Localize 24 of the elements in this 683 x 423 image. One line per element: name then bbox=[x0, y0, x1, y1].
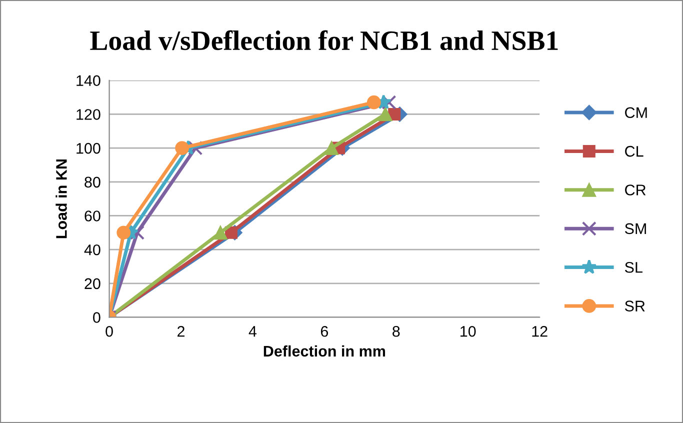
x-tick-label: 6 bbox=[320, 326, 328, 337]
legend-label: SM bbox=[624, 223, 646, 234]
chart-title: Load v/sDeflection for NCB1 and NSB1 bbox=[90, 30, 558, 50]
legend-label: SL bbox=[624, 262, 642, 273]
legend-label: SR bbox=[624, 300, 645, 312]
y-tick-label: 100 bbox=[76, 142, 100, 154]
x-tick-label: 0 bbox=[106, 326, 113, 337]
y-tick-label: 120 bbox=[76, 109, 100, 120]
legend-label: CR bbox=[625, 184, 646, 196]
y-tick-label: 20 bbox=[84, 278, 100, 290]
y-tick-label: 40 bbox=[84, 244, 100, 256]
y-tick-label: 60 bbox=[84, 210, 100, 222]
x-axis-title: Deflection in mm bbox=[264, 345, 386, 357]
y-axis-title: Load in KN bbox=[56, 160, 67, 238]
x-tick-label: 4 bbox=[248, 326, 257, 337]
legend-label: CM bbox=[625, 107, 647, 118]
legend-label: CL bbox=[625, 146, 644, 157]
x-tick-label: 10 bbox=[460, 326, 476, 337]
y-tick-label: 140 bbox=[76, 75, 100, 86]
x-tick-label: 12 bbox=[532, 326, 548, 337]
x-tick-label: 2 bbox=[178, 326, 184, 337]
y-tick-label: 80 bbox=[84, 176, 100, 188]
x-tick-label: 8 bbox=[392, 326, 400, 337]
y-tick-label: 0 bbox=[93, 312, 100, 323]
